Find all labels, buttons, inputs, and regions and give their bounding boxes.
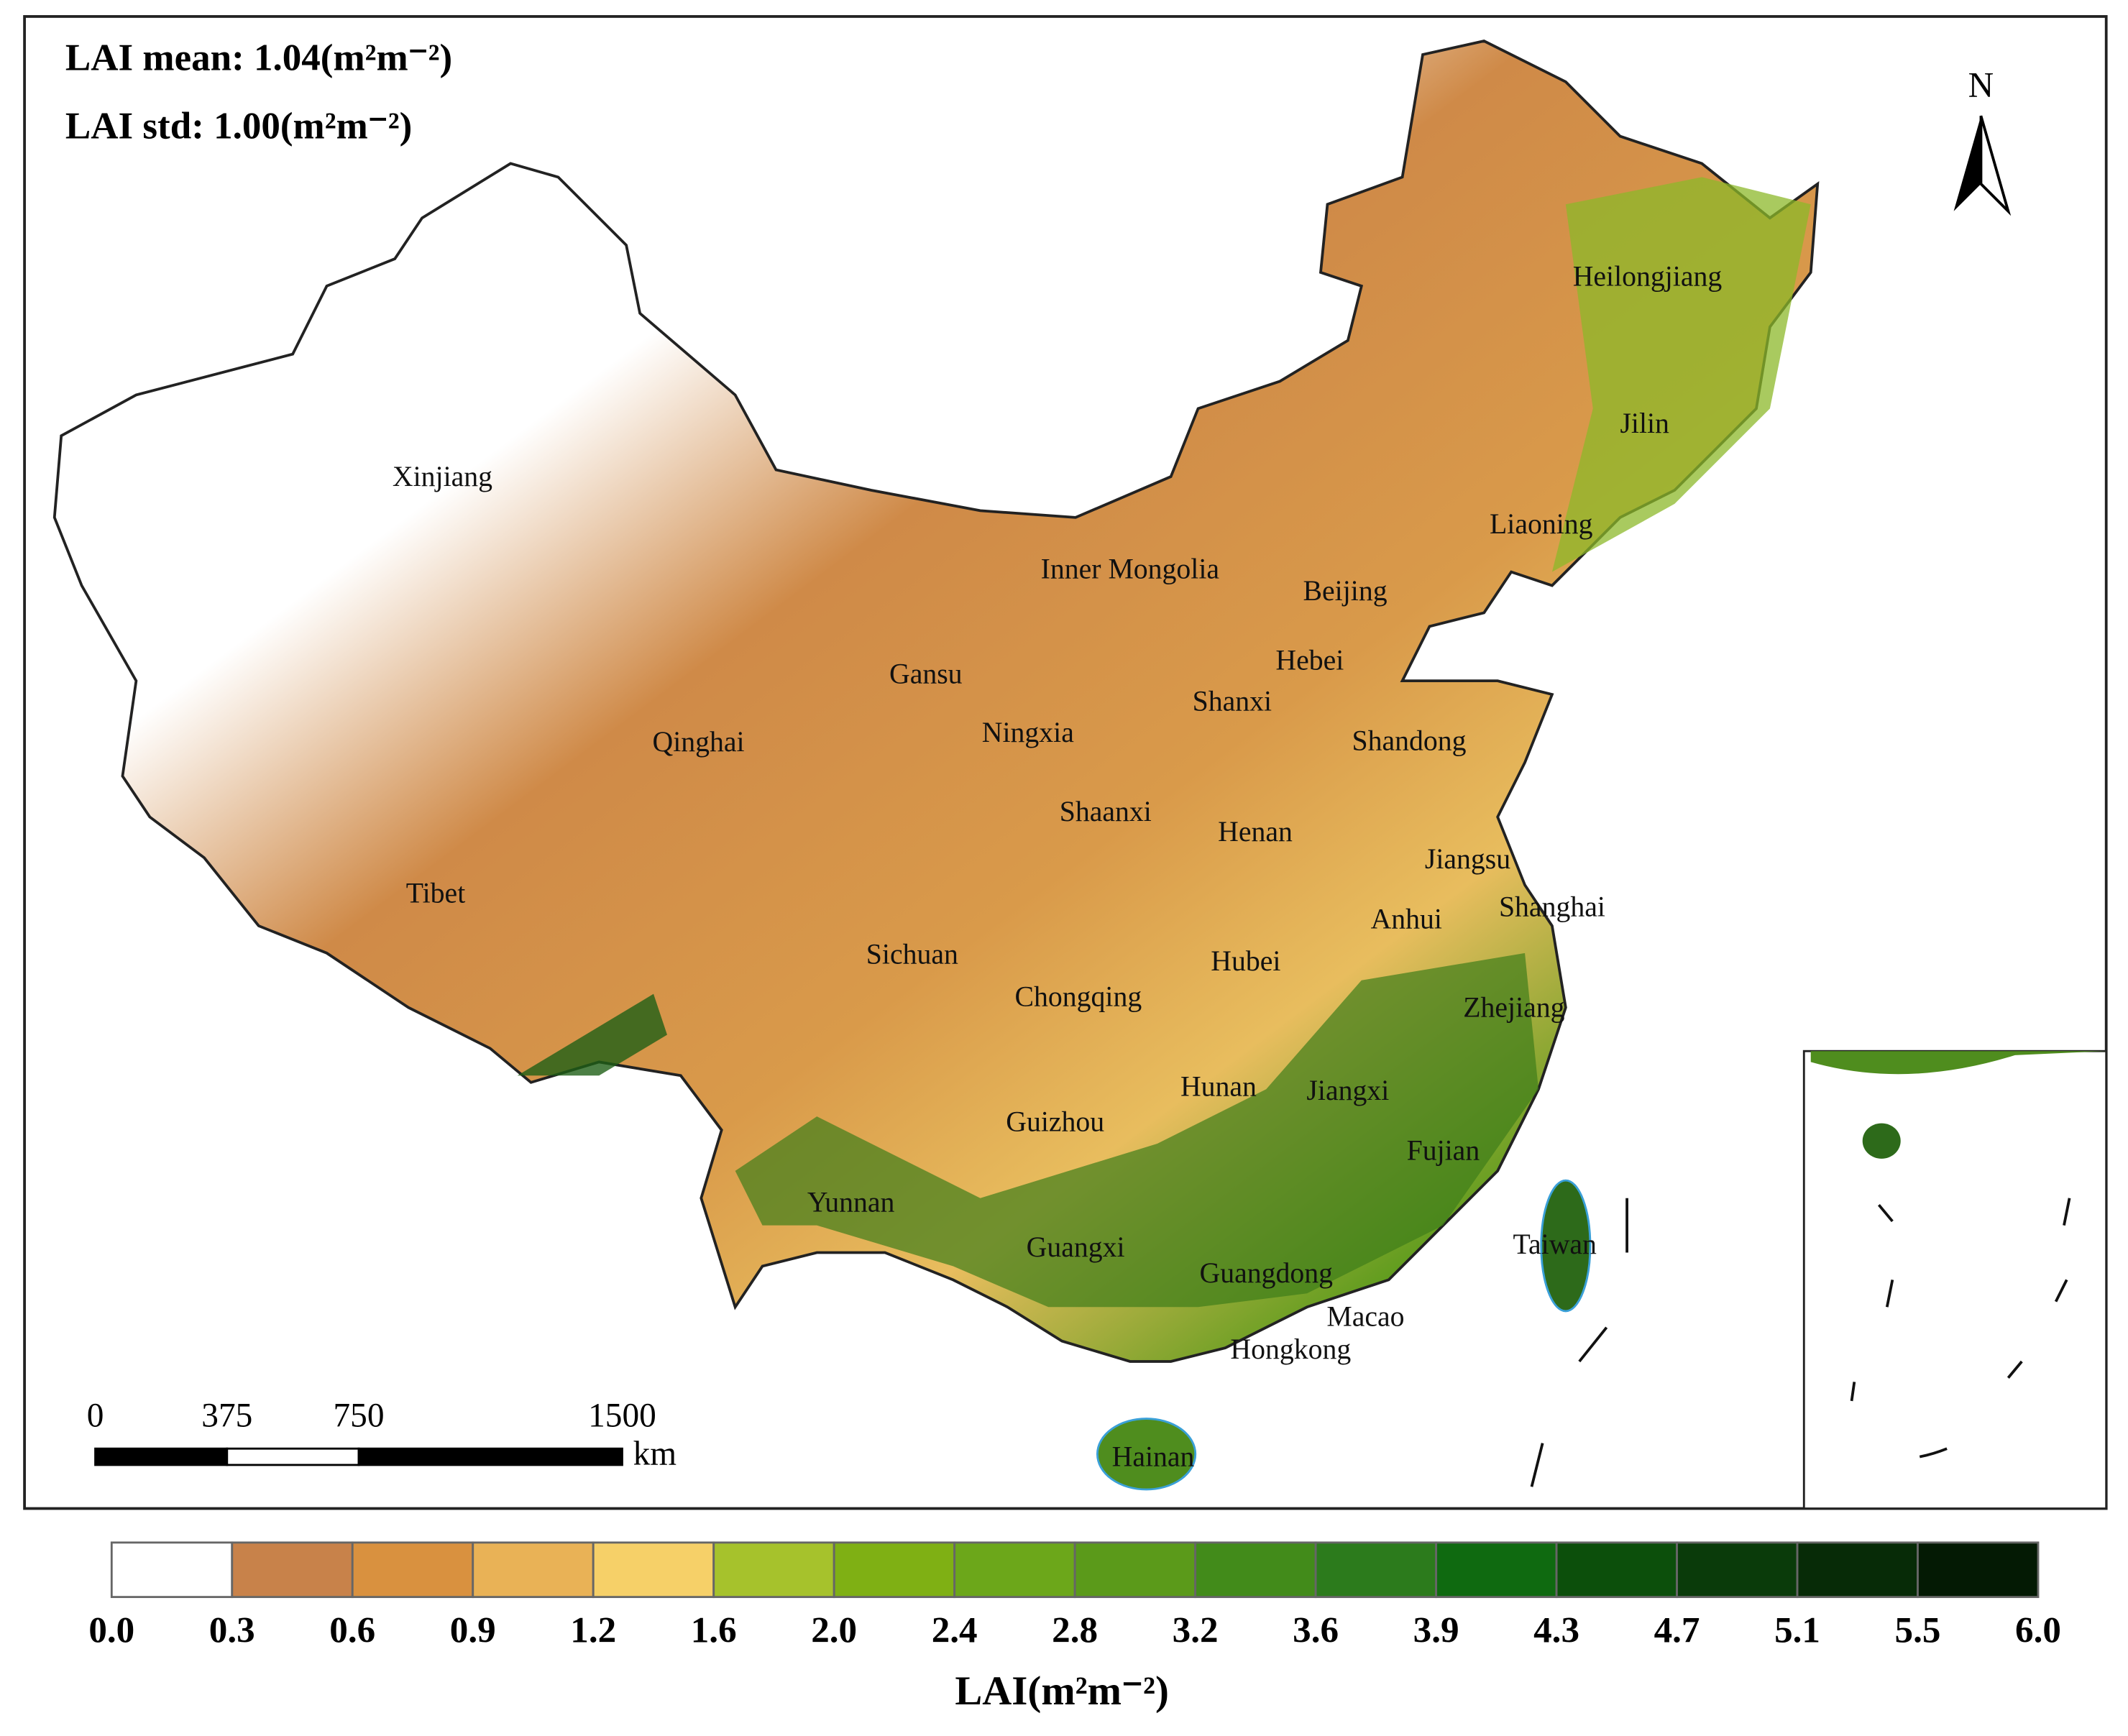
region-label: Hebei [1275, 645, 1344, 676]
region-label: Inner Mongolia [1041, 554, 1220, 585]
region-label: Guangxi [1027, 1231, 1125, 1263]
region-label: Anhui [1371, 903, 1442, 934]
region-label: Shanghai [1499, 891, 1605, 922]
region-label: Heilongjiang [1573, 261, 1723, 293]
legend-break-label: 2.4 [932, 1609, 978, 1650]
boundary-dashes [1530, 1198, 2071, 1487]
region-label: Zhejiang [1463, 992, 1564, 1024]
region-label: Shanxi [1193, 685, 1272, 717]
legend-swatch [1917, 1541, 2040, 1599]
legend-swatch [1796, 1541, 1919, 1599]
legend-break-label: 1.6 [691, 1609, 737, 1650]
legend-break-label: 6.0 [2015, 1609, 2061, 1650]
hainan [1096, 1418, 1197, 1491]
legend-swatch [472, 1541, 595, 1599]
north-arrow-left [1953, 116, 1981, 211]
legend-swatch [1194, 1541, 1317, 1599]
legend-swatch [1435, 1541, 1558, 1599]
region-label: Sichuan [866, 939, 958, 970]
lai-mean: LAI mean: 1.04(m²m⁻²) [65, 37, 452, 79]
legend-break-label: 5.5 [1895, 1609, 1941, 1650]
region-label: Hainan [1112, 1441, 1195, 1472]
north-label: N [1968, 65, 1994, 105]
scale-tick-label: 375 [201, 1397, 252, 1434]
region-label: Gansu [889, 658, 963, 690]
scale-tick-label: 1500 [588, 1397, 656, 1434]
legend-break-label: 4.3 [1533, 1609, 1579, 1650]
legend-break-label: 1.2 [570, 1609, 616, 1650]
legend-break-label: 0.3 [209, 1609, 255, 1650]
legend-swatch [833, 1541, 956, 1599]
legend-swatch [1073, 1541, 1197, 1599]
region-label: Liaoning [1490, 508, 1593, 540]
region-label: Fujian [1407, 1134, 1480, 1166]
north-arrow-right [1979, 115, 2012, 216]
inset-island [1862, 1123, 1901, 1159]
inset-coast [1810, 1051, 2106, 1075]
legend-break-label: 2.8 [1052, 1609, 1098, 1650]
legend-break-label: 2.0 [811, 1609, 857, 1650]
taiwan [1540, 1179, 1592, 1313]
legend-break-label: 5.1 [1774, 1609, 1820, 1650]
legend-break-label: 3.9 [1413, 1609, 1459, 1650]
scale-segment [357, 1447, 623, 1466]
legend-swatch [1314, 1541, 1438, 1599]
region-label: Macao [1326, 1300, 1404, 1332]
forest-south [735, 952, 1538, 1308]
region-label: Jiangsu [1425, 843, 1510, 875]
scale-segment [226, 1447, 360, 1466]
region-label: Chongqing [1015, 980, 1142, 1012]
legend-title: LAI(m²m⁻²) [955, 1668, 1169, 1714]
legend-break-label: 4.7 [1654, 1609, 1700, 1650]
legend-swatch [231, 1541, 354, 1599]
region-label: Yunnan [807, 1186, 895, 1218]
forest-himalaya [517, 993, 667, 1076]
legend-swatch [351, 1541, 474, 1599]
legend-break-label: 0.9 [450, 1609, 496, 1650]
scale-segment [94, 1447, 229, 1466]
legend-break-label: 0.0 [88, 1609, 134, 1650]
inset-frame [1802, 1050, 2108, 1510]
region-label: Hubei [1211, 945, 1280, 977]
region-label: Shandong [1352, 725, 1467, 756]
region-label: Hunan [1180, 1070, 1257, 1102]
legend-swatch [110, 1541, 234, 1599]
region-label: Shaanxi [1060, 796, 1152, 827]
lai-std: LAI std: 1.00(m²m⁻²) [65, 105, 412, 147]
legend-swatch [592, 1541, 715, 1599]
region-label: Beijing [1303, 575, 1388, 607]
region-label: Jilin [1620, 408, 1669, 439]
scale-tick-label: 750 [334, 1397, 385, 1434]
region-label: Henan [1218, 816, 1293, 848]
region-label: Xinjiang [393, 461, 492, 492]
scale-tick-label: 0 [87, 1397, 104, 1434]
region-label: Qinghai [652, 726, 744, 758]
region-label: Ningxia [982, 717, 1074, 748]
forest-northeast [1551, 177, 1811, 572]
scale-unit: km [633, 1435, 677, 1472]
legend-swatch [953, 1541, 1076, 1599]
legend-break-label: 0.6 [329, 1609, 375, 1650]
region-label: Jiangxi [1306, 1075, 1389, 1106]
region-label: Guizhou [1006, 1106, 1104, 1138]
region-label: Tibet [406, 877, 466, 909]
legend-break-label: 3.6 [1293, 1609, 1339, 1650]
region-label: Hongkong [1230, 1333, 1351, 1365]
legend-swatch [1555, 1541, 1678, 1599]
legend-swatch [712, 1541, 835, 1599]
legend-swatch [1676, 1541, 1799, 1599]
region-label: Guangdong [1199, 1257, 1333, 1289]
region-label: Taiwan [1513, 1228, 1597, 1260]
legend-break-label: 3.2 [1173, 1609, 1219, 1650]
